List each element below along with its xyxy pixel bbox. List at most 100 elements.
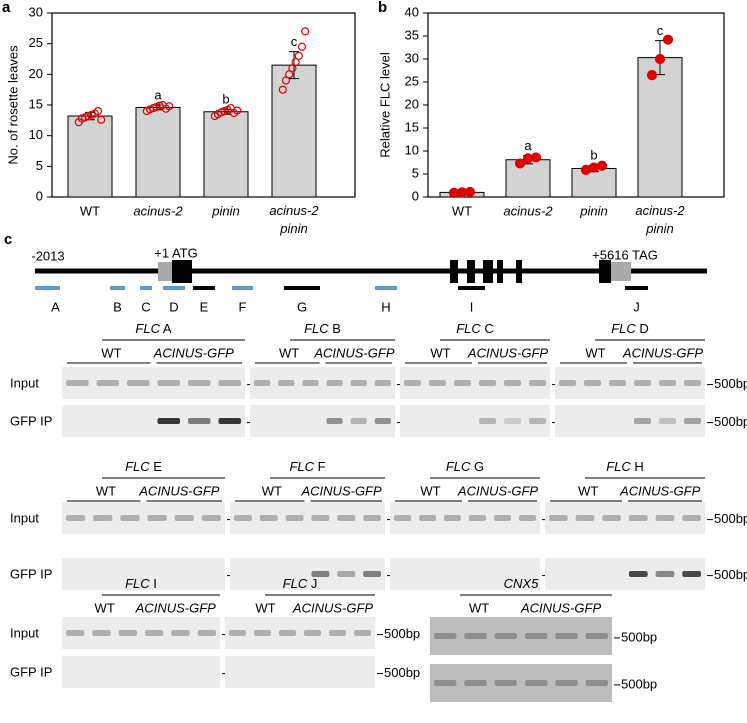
- gel-band: [634, 380, 651, 386]
- significance-letter: c: [291, 34, 298, 49]
- x-tick-label: acinus-2 pinin: [635, 203, 685, 236]
- x-tick-label: acinus-2: [133, 203, 183, 218]
- bar: [135, 106, 181, 198]
- row-label: GFP IP: [10, 566, 52, 581]
- gel-band: [374, 418, 391, 424]
- amplicon-label: G: [297, 299, 307, 314]
- data-point: [285, 70, 294, 79]
- y-tick-label: 30: [405, 50, 419, 65]
- row-label: Input: [10, 510, 39, 525]
- gel-title: FLC I: [125, 576, 157, 591]
- y-tick-label: 20: [405, 96, 419, 111]
- amplicon-label: I: [470, 299, 474, 314]
- gel-band: [218, 380, 241, 386]
- gel-band: [682, 515, 701, 521]
- marker-label: 500bp: [714, 567, 747, 582]
- data-point: [288, 64, 297, 73]
- amplicon-label: H: [381, 299, 390, 314]
- mutant-label: ACINUS-GFP: [292, 600, 374, 615]
- gene-name: FLC: [606, 459, 631, 474]
- utr: [158, 262, 174, 281]
- x-tick-label: pinin: [211, 203, 239, 218]
- exon: [497, 260, 503, 283]
- gel-band: [234, 515, 252, 521]
- bar: [637, 57, 683, 198]
- mutant-label: ACINUS-GFP: [467, 345, 549, 360]
- gel-title: FLC G: [446, 459, 484, 474]
- y-tick-label: 0: [36, 188, 43, 203]
- data-point: [596, 160, 608, 171]
- marker-label: 500bp: [714, 414, 747, 429]
- gel-band: [285, 515, 304, 521]
- significance-letter: c: [657, 23, 664, 38]
- gel-band: [585, 680, 608, 686]
- mutant-label: ACINUS-GFP: [619, 483, 701, 498]
- gel-band: [229, 630, 246, 636]
- exon: [599, 260, 611, 283]
- gel-band: [66, 515, 86, 521]
- gel-band: [555, 680, 578, 686]
- gel-band: [157, 380, 180, 386]
- y-tick-label: 35: [405, 27, 419, 42]
- gel-band: [311, 571, 330, 577]
- y-axis-label: No. of rosette leaves: [5, 45, 20, 165]
- y-tick-label: 5: [412, 165, 419, 180]
- gel-band: [464, 680, 487, 686]
- gel-band: [304, 630, 321, 636]
- gel: [430, 617, 612, 655]
- gel-band: [174, 515, 194, 521]
- data-point: [662, 34, 674, 45]
- gel: [545, 558, 705, 590]
- gene-name: FLC: [289, 459, 314, 474]
- exon: [467, 260, 475, 283]
- gel: [250, 405, 395, 437]
- region-name: I: [150, 576, 157, 591]
- wt-label: WT: [420, 483, 440, 498]
- gel-band: [157, 418, 180, 424]
- marker-label: 500bp: [384, 665, 420, 680]
- gene-name: FLC: [304, 321, 329, 336]
- gene-name: FLC: [125, 576, 150, 591]
- gel-band: [118, 630, 137, 636]
- gel: [62, 558, 225, 590]
- gel-band: [326, 380, 343, 386]
- gel-band: [494, 515, 511, 521]
- gel-band: [218, 418, 241, 424]
- bar: [203, 111, 249, 198]
- gel-band: [529, 380, 546, 386]
- gel-band: [454, 380, 471, 386]
- gel: [250, 367, 395, 399]
- gene-name: FLC: [611, 321, 636, 336]
- data-point: [297, 42, 307, 51]
- gel: [390, 558, 540, 590]
- gel-band: [350, 380, 367, 386]
- gel-band: [429, 380, 446, 386]
- gel-band: [93, 515, 113, 521]
- exon: [450, 260, 458, 283]
- exon: [516, 260, 522, 283]
- mutant-label: ACINUS-GFP: [520, 600, 602, 615]
- x-tick-label: pinin: [579, 203, 607, 218]
- significance-letter: b: [222, 92, 229, 107]
- gel-band: [302, 380, 319, 386]
- gel: [62, 617, 220, 649]
- region-name: E: [150, 459, 163, 474]
- gel-band: [147, 515, 167, 521]
- gel: [400, 405, 550, 437]
- wt-label: WT: [585, 345, 605, 360]
- gel-band: [127, 380, 150, 386]
- gel-band: [655, 571, 675, 577]
- mutant-label: ACINUS-GFP: [135, 600, 217, 615]
- mutant-label: ACINUS-GFP: [138, 483, 220, 498]
- y-tick-label: 10: [405, 142, 419, 157]
- gel-band: [279, 630, 296, 636]
- x-tick-label: WT: [452, 203, 472, 218]
- gene-name: FLC: [456, 321, 481, 336]
- gel-band: [549, 515, 568, 521]
- gel-band: [464, 633, 487, 639]
- gel-band: [254, 380, 271, 386]
- y-tick-label: 15: [405, 119, 419, 134]
- gel-title: FLC E: [125, 459, 162, 474]
- gene-name: FLC: [135, 321, 160, 336]
- data-point: [464, 186, 476, 198]
